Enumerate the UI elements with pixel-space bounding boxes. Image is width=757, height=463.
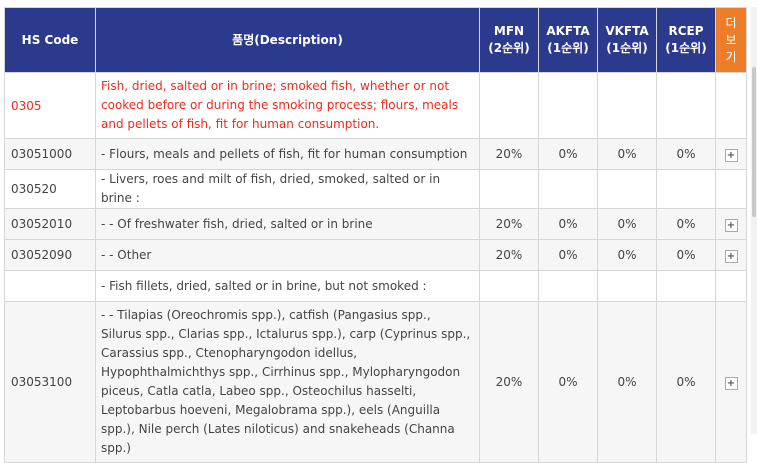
vkfta-rate-cell: 0%	[597, 239, 657, 271]
akfta-rate-cell	[538, 270, 598, 302]
expand-cell: +	[715, 301, 747, 463]
expand-plus-icon[interactable]: +	[724, 249, 738, 263]
rcep-rate-cell: 0%	[656, 239, 716, 271]
akfta-rate-cell: 0%	[538, 208, 598, 240]
table-row: 03052010 - - Of freshwater fish, dried, …	[4, 208, 747, 240]
more-label-2: 보	[725, 32, 737, 47]
header-vkfta-label: VKFTA	[605, 24, 649, 38]
hs-code-cell: 03051000	[4, 138, 96, 170]
rcep-rate-cell	[656, 270, 716, 302]
header-mfn: MFN (2순위)	[479, 7, 539, 73]
table-row: 0305 Fish, dried, salted or in brine; sm…	[4, 72, 747, 139]
description-cell: - - Of freshwater fish, dried, salted or…	[95, 208, 480, 240]
description-cell: Fish, dried, salted or in brine; smoked …	[95, 72, 480, 139]
mfn-rate-cell	[479, 169, 539, 209]
hs-code-cell	[4, 270, 96, 302]
akfta-rate-cell	[538, 72, 598, 139]
header-mfn-priority: (2순위)	[488, 41, 530, 55]
tariff-table-container: HS Code 품명(Description) MFN (2순위) AKFTA …	[4, 7, 747, 463]
akfta-rate-cell	[538, 169, 598, 209]
description-cell: - Livers, roes and milt of fish, dried, …	[95, 169, 480, 209]
expand-plus-icon[interactable]: +	[724, 148, 738, 162]
header-vkfta-priority: (1순위)	[606, 41, 648, 55]
mfn-rate-cell: 20%	[479, 301, 539, 463]
header-rcep-priority: (1순위)	[665, 41, 707, 55]
rcep-rate-cell	[656, 169, 716, 209]
hs-code-cell: 03052010	[4, 208, 96, 240]
expand-plus-icon[interactable]: +	[724, 218, 738, 232]
mfn-rate-cell: 20%	[479, 138, 539, 170]
rcep-rate-cell: 0%	[656, 138, 716, 170]
table-row: 03051000 - Flours, meals and pellets of …	[4, 138, 747, 170]
mfn-rate-cell: 20%	[479, 239, 539, 271]
expand-cell	[715, 169, 747, 209]
mfn-rate-cell	[479, 270, 539, 302]
header-description: 품명(Description)	[95, 7, 480, 73]
hs-code-cell: 03052090	[4, 239, 96, 271]
hs-code-cell: 0305	[4, 72, 96, 139]
scrollbar-thumb[interactable]	[752, 67, 756, 217]
vkfta-rate-cell	[597, 72, 657, 139]
more-label-1: 더	[725, 15, 737, 30]
vkfta-rate-cell: 0%	[597, 138, 657, 170]
header-rcep: RCEP (1순위)	[656, 7, 716, 73]
table-row: 030520 - Livers, roes and milt of fish, …	[4, 169, 747, 209]
header-akfta-priority: (1순위)	[547, 41, 589, 55]
hs-code-cell: 030520	[4, 169, 96, 209]
description-cell: - Fish fillets, dried, salted or in brin…	[95, 270, 480, 302]
akfta-rate-cell: 0%	[538, 239, 598, 271]
expand-cell	[715, 72, 747, 139]
table-row: 03052090 - - Other 20% 0% 0% 0% +	[4, 239, 747, 271]
hs-code-cell: 03053100	[4, 301, 96, 463]
expand-cell	[715, 270, 747, 302]
header-rcep-label: RCEP	[668, 24, 704, 38]
more-label-3: 기	[725, 49, 737, 64]
header-vkfta: VKFTA (1순위)	[597, 7, 657, 73]
table-row: - Fish fillets, dried, salted or in brin…	[4, 270, 747, 302]
akfta-rate-cell: 0%	[538, 138, 598, 170]
vkfta-rate-cell	[597, 270, 657, 302]
table-row: 03053100 - - Tilapias (Oreochromis spp.)…	[4, 301, 747, 463]
vkfta-rate-cell: 0%	[597, 301, 657, 463]
more-button[interactable]: 더 보 기	[715, 7, 747, 73]
akfta-rate-cell: 0%	[538, 301, 598, 463]
header-hs-code: HS Code	[4, 7, 96, 73]
header-mfn-label: MFN	[493, 24, 525, 38]
header-akfta: AKFTA (1순위)	[538, 7, 598, 73]
tariff-table: HS Code 품명(Description) MFN (2순위) AKFTA …	[4, 7, 747, 463]
mfn-rate-cell: 20%	[479, 208, 539, 240]
table-header-row: HS Code 품명(Description) MFN (2순위) AKFTA …	[4, 7, 747, 73]
vkfta-rate-cell	[597, 169, 657, 209]
description-cell: - - Other	[95, 239, 480, 271]
mfn-rate-cell	[479, 72, 539, 139]
vertical-scrollbar[interactable]	[751, 7, 757, 434]
expand-cell: +	[715, 208, 747, 240]
expand-cell: +	[715, 138, 747, 170]
rcep-rate-cell: 0%	[656, 208, 716, 240]
vkfta-rate-cell: 0%	[597, 208, 657, 240]
description-cell: - Flours, meals and pellets of fish, fit…	[95, 138, 480, 170]
rcep-rate-cell	[656, 72, 716, 139]
expand-plus-icon[interactable]: +	[724, 376, 738, 390]
rcep-rate-cell: 0%	[656, 301, 716, 463]
header-akfta-label: AKFTA	[546, 24, 590, 38]
expand-cell: +	[715, 239, 747, 271]
description-cell: - - Tilapias (Oreochromis spp.), catfish…	[95, 301, 480, 463]
